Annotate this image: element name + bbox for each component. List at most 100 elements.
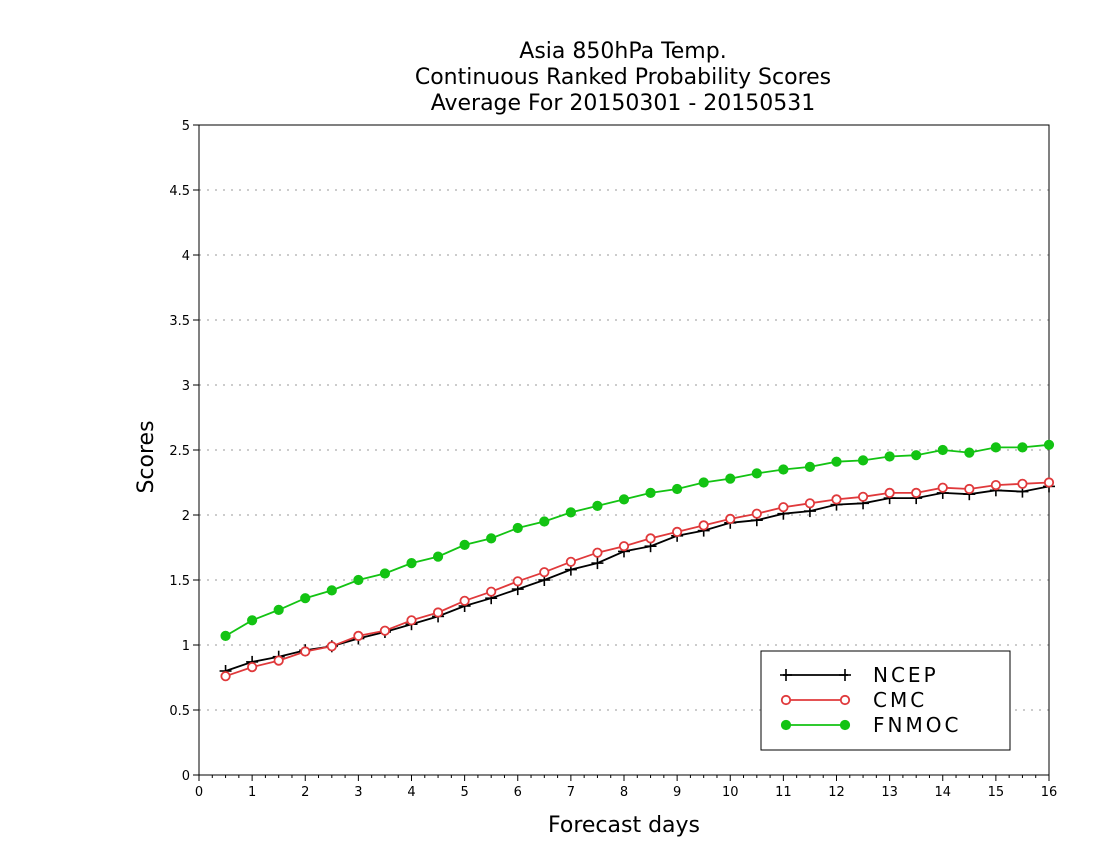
x-tick-label: 12 (828, 785, 845, 800)
data-point-cmc (964, 483, 975, 495)
data-point-fnmoc (300, 593, 311, 604)
data-point-fnmoc (220, 630, 231, 642)
data-point-cmc (831, 494, 842, 505)
legend-marker-ncep (839, 669, 851, 681)
legend-label-cmc: CMC (873, 688, 927, 712)
data-point-fnmoc (751, 468, 762, 479)
data-point-fnmoc (432, 551, 444, 562)
data-point-fnmoc (406, 558, 417, 569)
data-point-fnmoc (645, 487, 656, 498)
series-layer (219, 439, 1055, 682)
series-line-cmc (225, 481, 1050, 678)
data-point-cmc (273, 655, 284, 666)
y-tick-label: 2 (182, 509, 190, 524)
data-point-cmc (539, 567, 550, 578)
chart-title-line-1: Asia 850hPa Temp. (519, 39, 726, 64)
data-point-fnmoc (618, 494, 630, 505)
data-point-fnmoc (1043, 439, 1055, 450)
data-point-fnmoc (831, 456, 842, 467)
x-tick-label: 7 (567, 785, 575, 800)
data-point-cmc (432, 607, 444, 618)
data-point-cmc (565, 556, 576, 567)
data-point-cmc (1017, 478, 1028, 489)
data-point-cmc (486, 586, 497, 597)
data-point-fnmoc (273, 604, 284, 616)
data-point-cmc (937, 482, 948, 493)
y-tick-label: 3.5 (169, 314, 190, 329)
data-point-cmc (857, 491, 869, 502)
data-point-fnmoc (247, 615, 258, 626)
data-point-cmc (804, 498, 816, 509)
data-point-fnmoc (353, 574, 364, 586)
data-point-fnmoc (565, 507, 576, 518)
data-point-cmc (618, 541, 630, 552)
y-tick-label: 2.5 (169, 444, 190, 459)
series-line-fnmoc (225, 443, 1050, 637)
y-tick-label: 3 (182, 379, 190, 394)
x-tick-label: 5 (460, 785, 468, 800)
data-point-fnmoc (804, 461, 816, 472)
data-point-cmc (379, 625, 391, 636)
data-point-fnmoc (512, 522, 523, 534)
series-line-ncep (225, 485, 1050, 672)
data-point-cmc (725, 513, 736, 525)
data-point-cmc (645, 533, 656, 544)
chart-title-line-3: Average For 20150301 - 20150531 (431, 91, 816, 116)
x-tick-label: 9 (673, 785, 681, 800)
y-tick-label: 5 (182, 119, 190, 134)
x-tick-label: 14 (934, 785, 951, 800)
data-point-fnmoc (459, 539, 470, 551)
x-axis-label: Forecast days (548, 813, 700, 838)
data-point-ncep (591, 557, 604, 570)
data-point-fnmoc (698, 477, 709, 488)
y-tick-label: 0 (182, 769, 190, 784)
data-point-cmc (592, 547, 603, 558)
x-tick-label: 10 (722, 785, 739, 800)
y-tick-label: 0.5 (169, 704, 190, 719)
legend-marker-cmc (839, 694, 851, 706)
x-tick-label: 15 (988, 785, 1005, 800)
data-point-fnmoc (592, 500, 603, 511)
data-point-fnmoc (778, 464, 789, 475)
chart-title-line-2: Continuous Ranked Probability Scores (415, 65, 831, 90)
y-tick-label: 1.5 (169, 574, 190, 589)
legend-marker-ncep (780, 669, 792, 681)
x-tick-label: 1 (248, 785, 256, 800)
data-point-fnmoc (539, 516, 550, 527)
data-point-cmc (459, 595, 470, 606)
x-tick-label: 2 (301, 785, 309, 800)
legend-label-ncep: NCEP (873, 663, 939, 687)
grid-lines (199, 189, 1049, 711)
y-tick-label: 1 (182, 639, 190, 654)
x-tick-label: 16 (1041, 785, 1058, 800)
data-point-fnmoc (857, 455, 869, 466)
data-point-cmc (911, 487, 922, 498)
x-tick-label: 4 (407, 785, 415, 800)
data-point-cmc (698, 520, 709, 531)
data-point-fnmoc (379, 568, 391, 579)
legend-marker-fnmoc (780, 719, 792, 731)
data-point-cmc (990, 479, 1001, 491)
y-tick-label: 4 (182, 249, 190, 264)
data-point-cmc (778, 502, 789, 513)
data-point-cmc (751, 508, 762, 519)
legend-label-fnmoc: FNMOC (873, 713, 961, 737)
data-point-fnmoc (911, 450, 922, 461)
data-point-fnmoc (990, 442, 1001, 453)
x-tick-label: 3 (354, 785, 362, 800)
x-tick-label: 11 (775, 785, 792, 800)
data-point-cmc (884, 487, 895, 498)
data-point-cmc (406, 615, 417, 626)
x-tick-label: 0 (195, 785, 203, 800)
data-point-cmc (353, 630, 364, 642)
data-point-cmc (326, 641, 337, 652)
data-point-cmc (247, 661, 258, 673)
axis-ticks: 00.511.522.533.544.550 1 2 3 4 5 6 7 8 9 10 11 12 13 1… (169, 119, 1057, 800)
data-point-fnmoc (964, 447, 975, 458)
data-point-fnmoc (672, 483, 683, 495)
x-tick-label: 8 (620, 785, 628, 800)
data-point-fnmoc (486, 533, 497, 544)
data-point-cmc (672, 526, 683, 538)
